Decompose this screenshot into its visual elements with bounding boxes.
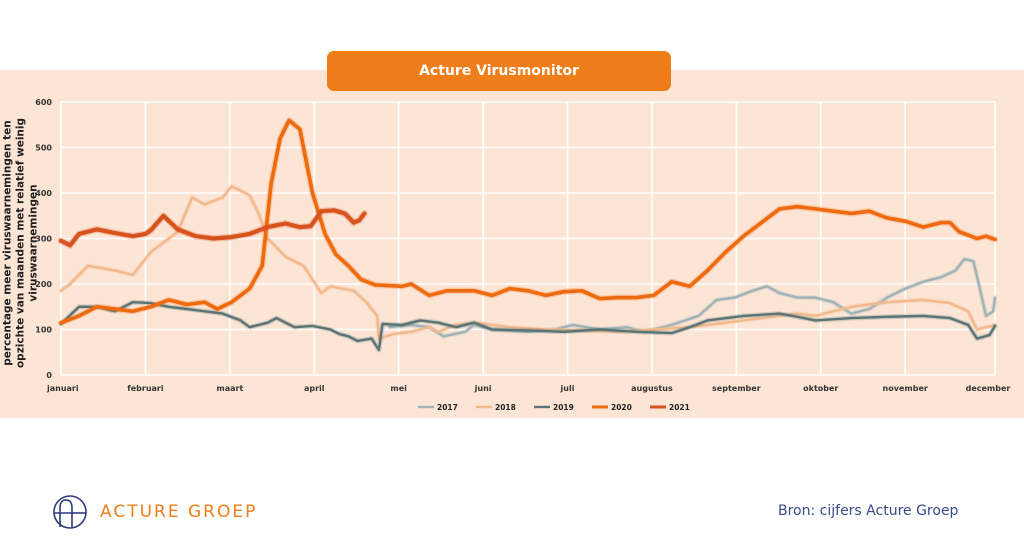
chart-title: Acture Virusmonitor <box>327 51 671 91</box>
legend-label-2019: 2019 <box>553 403 574 412</box>
y-axis-label-wrap: percentage meer viruswaarnemingen ten op… <box>3 100 39 385</box>
x-tick-label: oktober <box>803 384 838 393</box>
x-tick-label: januari <box>46 384 79 393</box>
legend-label-2018: 2018 <box>495 403 516 412</box>
x-tick-label: september <box>712 384 761 393</box>
series-line-2020 <box>61 120 995 323</box>
x-axis-ticks: januari februari maart april mei juni juli augu… <box>46 384 1010 393</box>
legend-label-2017: 2017 <box>437 403 458 412</box>
acture-logo: ACTURE GROEP <box>52 494 257 530</box>
series-lines <box>61 120 995 350</box>
x-tick-label: mei <box>390 384 407 393</box>
y-axis-label: percentage meer viruswaarnemingen ten op… <box>2 100 41 385</box>
legend-label-2021: 2021 <box>669 403 690 412</box>
x-tick-label: februari <box>127 384 164 393</box>
chart-title-text: Acture Virusmonitor <box>419 63 579 79</box>
y-tick-label: 0 <box>46 371 52 380</box>
x-tick-label: juli <box>560 384 575 393</box>
x-tick-label: november <box>883 384 928 393</box>
series-line-2021 <box>61 210 365 245</box>
source-note: Bron: cijfers Acture Groep <box>778 503 958 519</box>
legend-label-2020: 2020 <box>611 403 632 412</box>
legend: 2017 2018 2019 2020 2021 <box>418 403 690 412</box>
x-tick-label: juni <box>474 384 492 393</box>
x-tick-label: december <box>966 384 1011 393</box>
x-tick-label: maart <box>216 384 243 393</box>
acture-logo-icon <box>52 494 90 530</box>
x-tick-label: augustus <box>631 384 673 393</box>
x-tick-label: april <box>304 384 325 393</box>
logo-text: ACTURE GROEP <box>100 502 257 522</box>
